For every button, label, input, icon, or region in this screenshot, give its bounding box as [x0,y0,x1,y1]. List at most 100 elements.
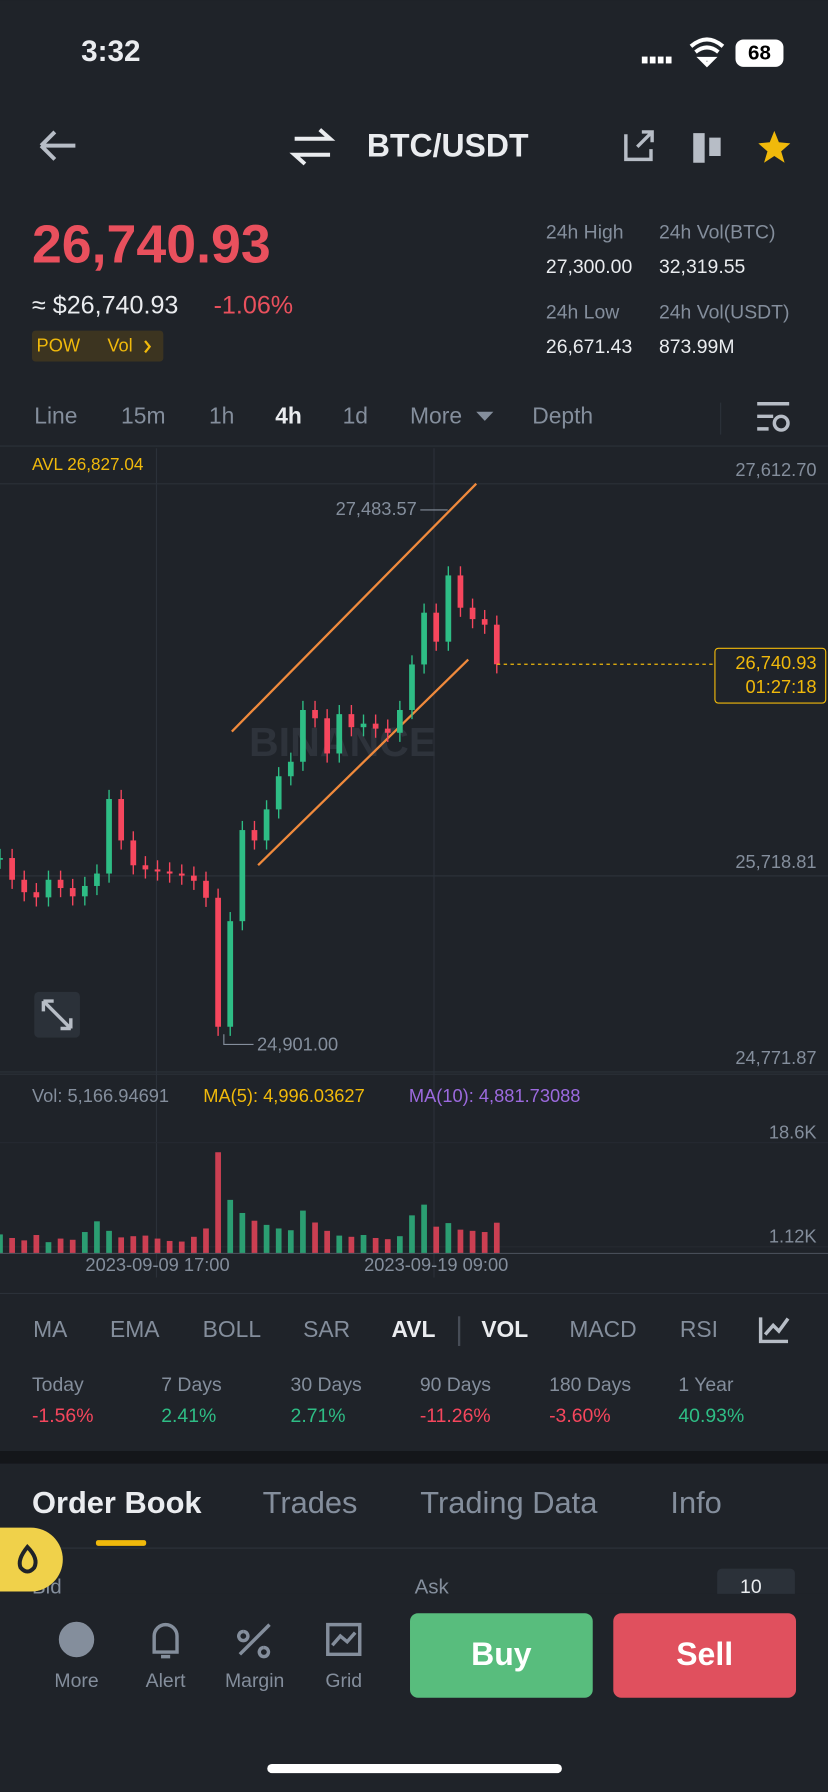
candle [81,885,88,897]
candle [166,871,173,874]
candle [421,612,427,665]
period-label: 1 Year [678,1374,734,1396]
buy-label: Buy [471,1636,532,1672]
watermark: BINANCE [249,719,436,765]
section-tab[interactable]: Trading Data [420,1485,598,1520]
candle [0,858,3,860]
candle [9,858,15,880]
volume-bar [493,1222,500,1254]
legend-entry: Vol: 5,166.94691 [32,1085,169,1106]
interval-tab[interactable]: Depth [532,403,593,429]
tag[interactable]: POW [37,334,81,355]
candle [300,709,306,762]
indicator-settings-icon[interactable] [758,1317,790,1344]
fire-icon [17,1544,38,1574]
candle [457,575,464,608]
nav-icon[interactable] [237,1623,271,1659]
volume-bar [312,1222,318,1254]
candle [45,879,52,898]
candle [142,865,149,870]
candle [57,879,64,889]
interval-tab[interactable]: 4h [275,403,302,429]
volume-bar [203,1228,209,1254]
fire-button[interactable] [0,1527,63,1592]
period-change: -11.26% [420,1405,491,1427]
candle [251,830,258,841]
interval-tab[interactable]: 1h [209,403,234,429]
nav-label[interactable]: Margin [225,1670,284,1692]
candle [372,723,379,729]
candle [481,619,488,625]
nav-label[interactable]: More [54,1670,98,1692]
volume-bar [191,1236,197,1254]
stat-value: 27,300.00 [546,256,633,278]
y-tick-label: 27,612.70 [735,459,816,480]
candle [263,809,270,841]
stat-value: 32,319.55 [659,256,745,278]
pair-title[interactable]: BTC/USDT [367,127,529,163]
interval-tab[interactable]: 1d [343,403,368,429]
back-button[interactable] [39,130,76,161]
period-change: 40.93% [678,1405,744,1427]
y-tick-label: 18.6K [769,1121,817,1142]
candle [397,709,403,733]
interval-tab[interactable]: More [410,403,462,429]
x-tick-label: 2023-09-09 17:00 [85,1254,229,1275]
battery-level: 68 [748,42,771,65]
swap-icon[interactable] [289,128,336,166]
candle [21,879,28,893]
nav-icon[interactable] [152,1623,179,1659]
section-tab[interactable]: Order Book [32,1485,202,1520]
chart-settings-icon [772,414,790,432]
indicator-tab[interactable]: MACD [569,1316,636,1342]
period-label: 180 Days [549,1374,631,1396]
period-label: Today [32,1374,84,1396]
compare-icon[interactable] [693,133,721,163]
period-change: -1.56% [32,1405,94,1427]
nav-label[interactable]: Grid [325,1670,362,1692]
candle [409,664,415,710]
indicator-tab[interactable]: RSI [680,1316,718,1342]
volume-bar [118,1237,125,1254]
price-change: -1.06% [214,291,294,319]
favorite-star[interactable] [758,130,791,163]
trend-channel [231,482,478,866]
volume-bar [445,1223,452,1254]
candle [118,799,125,841]
home-indicator [267,1763,562,1774]
usd-price: ≈ $26,740.93 [32,291,178,319]
volume-bar [457,1229,464,1254]
volume-bar [275,1228,282,1254]
chart-settings-icon[interactable] [757,402,790,431]
section-tab[interactable]: Trades [263,1485,358,1520]
indicator-tab[interactable]: BOLL [203,1316,261,1342]
indicator-tab[interactable]: AVL [391,1316,435,1342]
indicator-tab[interactable]: EMA [110,1316,160,1342]
interval-tab[interactable]: Line [34,403,77,429]
interval-tab[interactable]: 15m [121,403,165,429]
candle [227,921,234,1027]
indicator-tab[interactable]: VOL [481,1316,528,1342]
candle [312,709,318,719]
volume-bar [130,1236,137,1254]
buy-button[interactable] [410,1613,593,1698]
nav-label[interactable]: Alert [146,1670,187,1692]
stat-value: 26,671.43 [546,336,632,358]
candle [33,892,40,898]
volume-bar [287,1230,294,1254]
indicator-tab[interactable]: SAR [303,1316,350,1342]
share-icon[interactable] [624,130,654,162]
nav-icon[interactable] [58,1621,95,1658]
nav-icon[interactable] [326,1622,362,1657]
candle [191,875,197,881]
tag[interactable]: Vol [107,334,132,355]
candle [215,897,221,1027]
volume-bar [300,1210,306,1254]
section-tab[interactable]: Info [670,1485,721,1520]
indicator-tab[interactable]: MA [33,1316,68,1342]
candle [94,873,100,886]
period-change: 2.41% [161,1405,216,1427]
sell-button[interactable] [613,1613,797,1698]
